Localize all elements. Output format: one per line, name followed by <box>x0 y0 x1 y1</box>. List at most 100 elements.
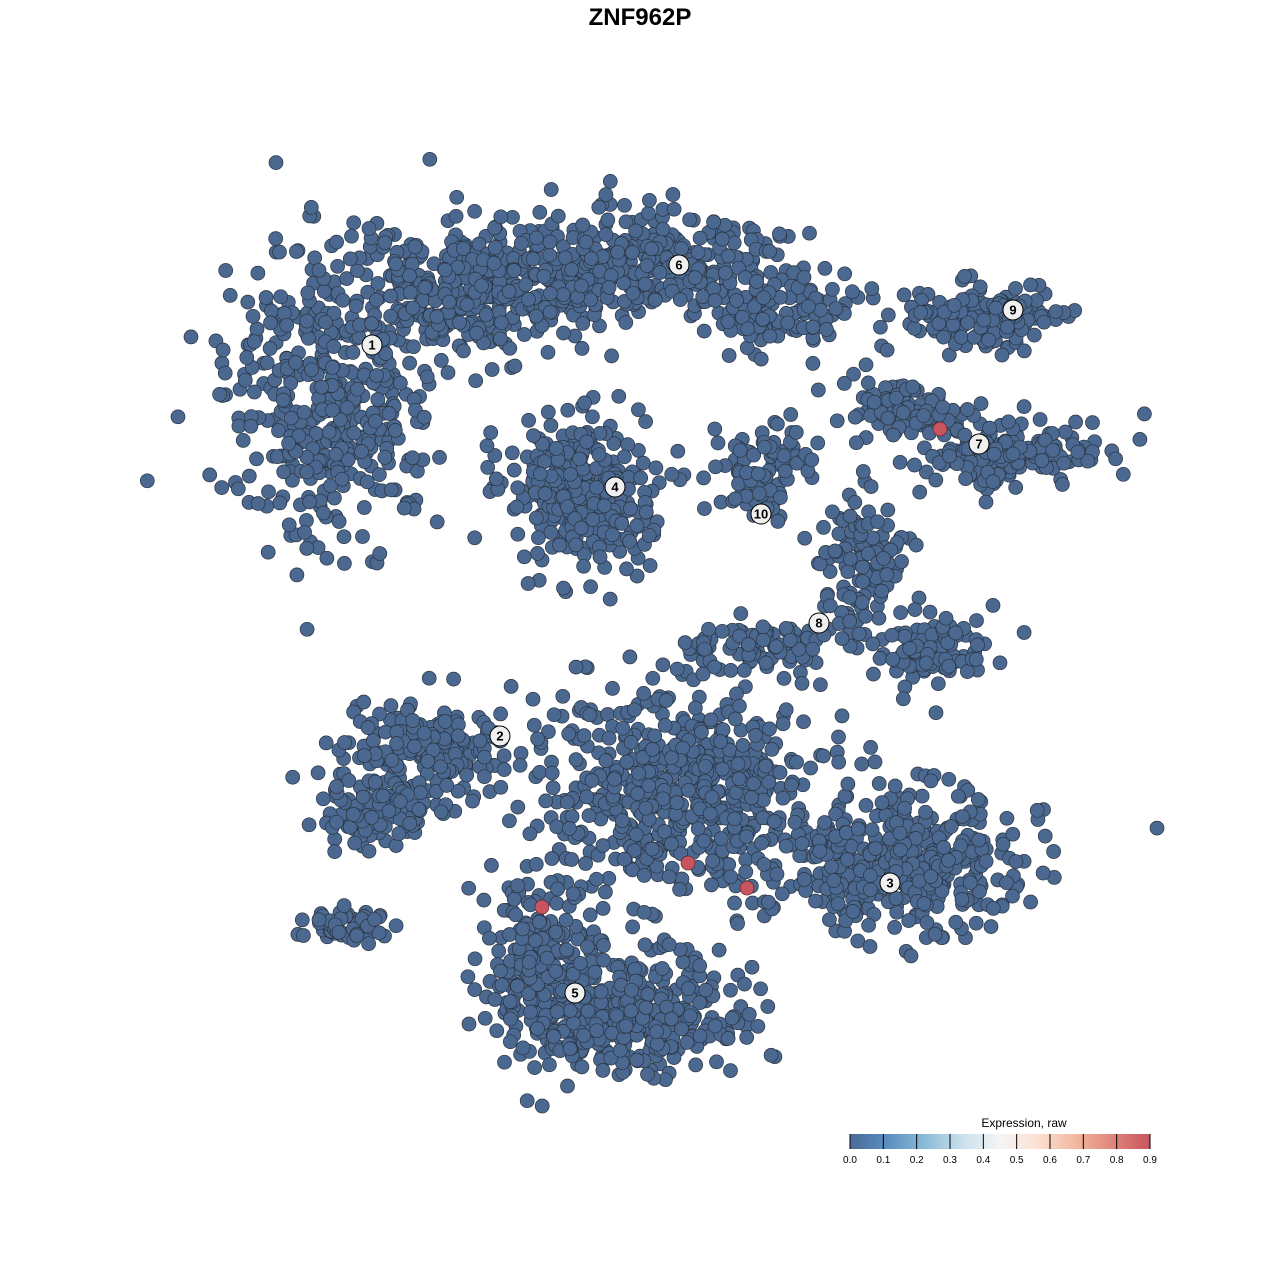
cell-point <box>494 977 510 993</box>
cell-point <box>618 1018 634 1034</box>
cell-point <box>770 416 785 432</box>
cell-point <box>652 265 668 280</box>
cell-point <box>528 510 544 526</box>
cell-point <box>578 856 593 871</box>
cell-point <box>467 530 483 546</box>
cell-point <box>601 280 617 295</box>
cell-point <box>513 235 529 251</box>
cell-point <box>370 276 386 291</box>
cell-point <box>389 736 404 751</box>
cell-point <box>350 381 365 397</box>
cell-point <box>941 771 957 787</box>
cell-point <box>724 1010 740 1026</box>
legend-tick-label: 0.2 <box>910 1155 924 1166</box>
cell-point <box>327 490 342 506</box>
cell-point <box>776 671 792 686</box>
cell-point <box>970 637 985 653</box>
cell-point <box>919 915 935 931</box>
cell-point <box>948 625 963 641</box>
cell-point <box>493 209 509 225</box>
cell-point <box>552 537 567 553</box>
cell-point <box>237 372 253 388</box>
cell-point <box>598 227 614 242</box>
cell-point <box>388 918 404 934</box>
cell-point <box>813 677 828 693</box>
cell-point <box>812 843 828 859</box>
cell-point <box>705 853 720 869</box>
cell-point <box>402 816 418 831</box>
cell-point <box>596 498 612 514</box>
cell-point <box>753 351 769 367</box>
cell-point <box>456 241 471 256</box>
cell-point <box>491 943 507 959</box>
cell-point <box>619 561 634 577</box>
cell-point <box>864 822 880 838</box>
cell-point <box>439 778 455 793</box>
cell-point <box>751 486 767 501</box>
cell-point <box>837 266 853 282</box>
cell-point <box>805 641 821 657</box>
legend-tick-label: 0.8 <box>1110 1155 1124 1166</box>
cell-point <box>976 312 992 328</box>
cell-point <box>778 838 794 854</box>
cell-point <box>215 342 231 358</box>
cell-point <box>245 308 261 324</box>
cell-point <box>315 791 331 807</box>
cell-point <box>550 881 565 897</box>
cell-point <box>402 268 417 284</box>
cell-point <box>565 886 581 902</box>
high-expression-point <box>739 880 755 896</box>
cell-point <box>530 1021 545 1036</box>
cell-point <box>521 292 536 307</box>
cell-point <box>755 311 771 327</box>
cell-point <box>301 817 317 833</box>
cell-point <box>737 976 752 992</box>
cell-point <box>942 448 957 464</box>
cell-point <box>377 235 393 251</box>
cell-point <box>756 290 771 306</box>
cell-point <box>275 392 291 408</box>
cell-point <box>532 204 548 220</box>
cell-point <box>796 269 812 285</box>
cell-point <box>636 686 651 701</box>
cell-point <box>318 735 334 751</box>
cell-point <box>641 528 657 543</box>
cell-point <box>348 298 364 314</box>
cell-point <box>715 761 730 777</box>
cell-point <box>630 786 645 802</box>
cell-point <box>589 1023 605 1039</box>
cell-point <box>892 454 908 470</box>
cell-point <box>299 621 315 637</box>
cell-point <box>669 661 685 677</box>
cell-point <box>936 840 952 855</box>
cell-point <box>816 520 831 535</box>
cell-point <box>851 626 867 642</box>
cell-point <box>591 447 607 463</box>
cell-point <box>901 913 917 928</box>
cell-point <box>1035 865 1051 881</box>
cell-point <box>509 499 525 515</box>
cell-point <box>850 821 866 837</box>
cell-point <box>701 621 716 637</box>
cell-point <box>369 292 384 308</box>
cell-point <box>649 1024 664 1040</box>
cell-point <box>555 688 571 704</box>
cell-point <box>638 414 653 429</box>
cell-point <box>459 297 475 313</box>
cell-point <box>601 871 617 886</box>
cell-point <box>222 288 238 303</box>
cell-point <box>758 758 773 774</box>
cluster-label: 4 <box>604 476 626 498</box>
cell-point <box>555 287 571 302</box>
cell-point <box>808 893 823 909</box>
cell-point <box>748 728 763 743</box>
cell-point <box>637 937 653 953</box>
cell-point <box>675 954 691 970</box>
cell-point <box>550 208 566 224</box>
cell-point <box>516 549 532 565</box>
cell-point <box>723 1063 738 1078</box>
cell-point <box>767 814 782 829</box>
cell-point <box>688 700 703 716</box>
cell-point <box>995 836 1011 852</box>
cell-point <box>381 803 397 819</box>
